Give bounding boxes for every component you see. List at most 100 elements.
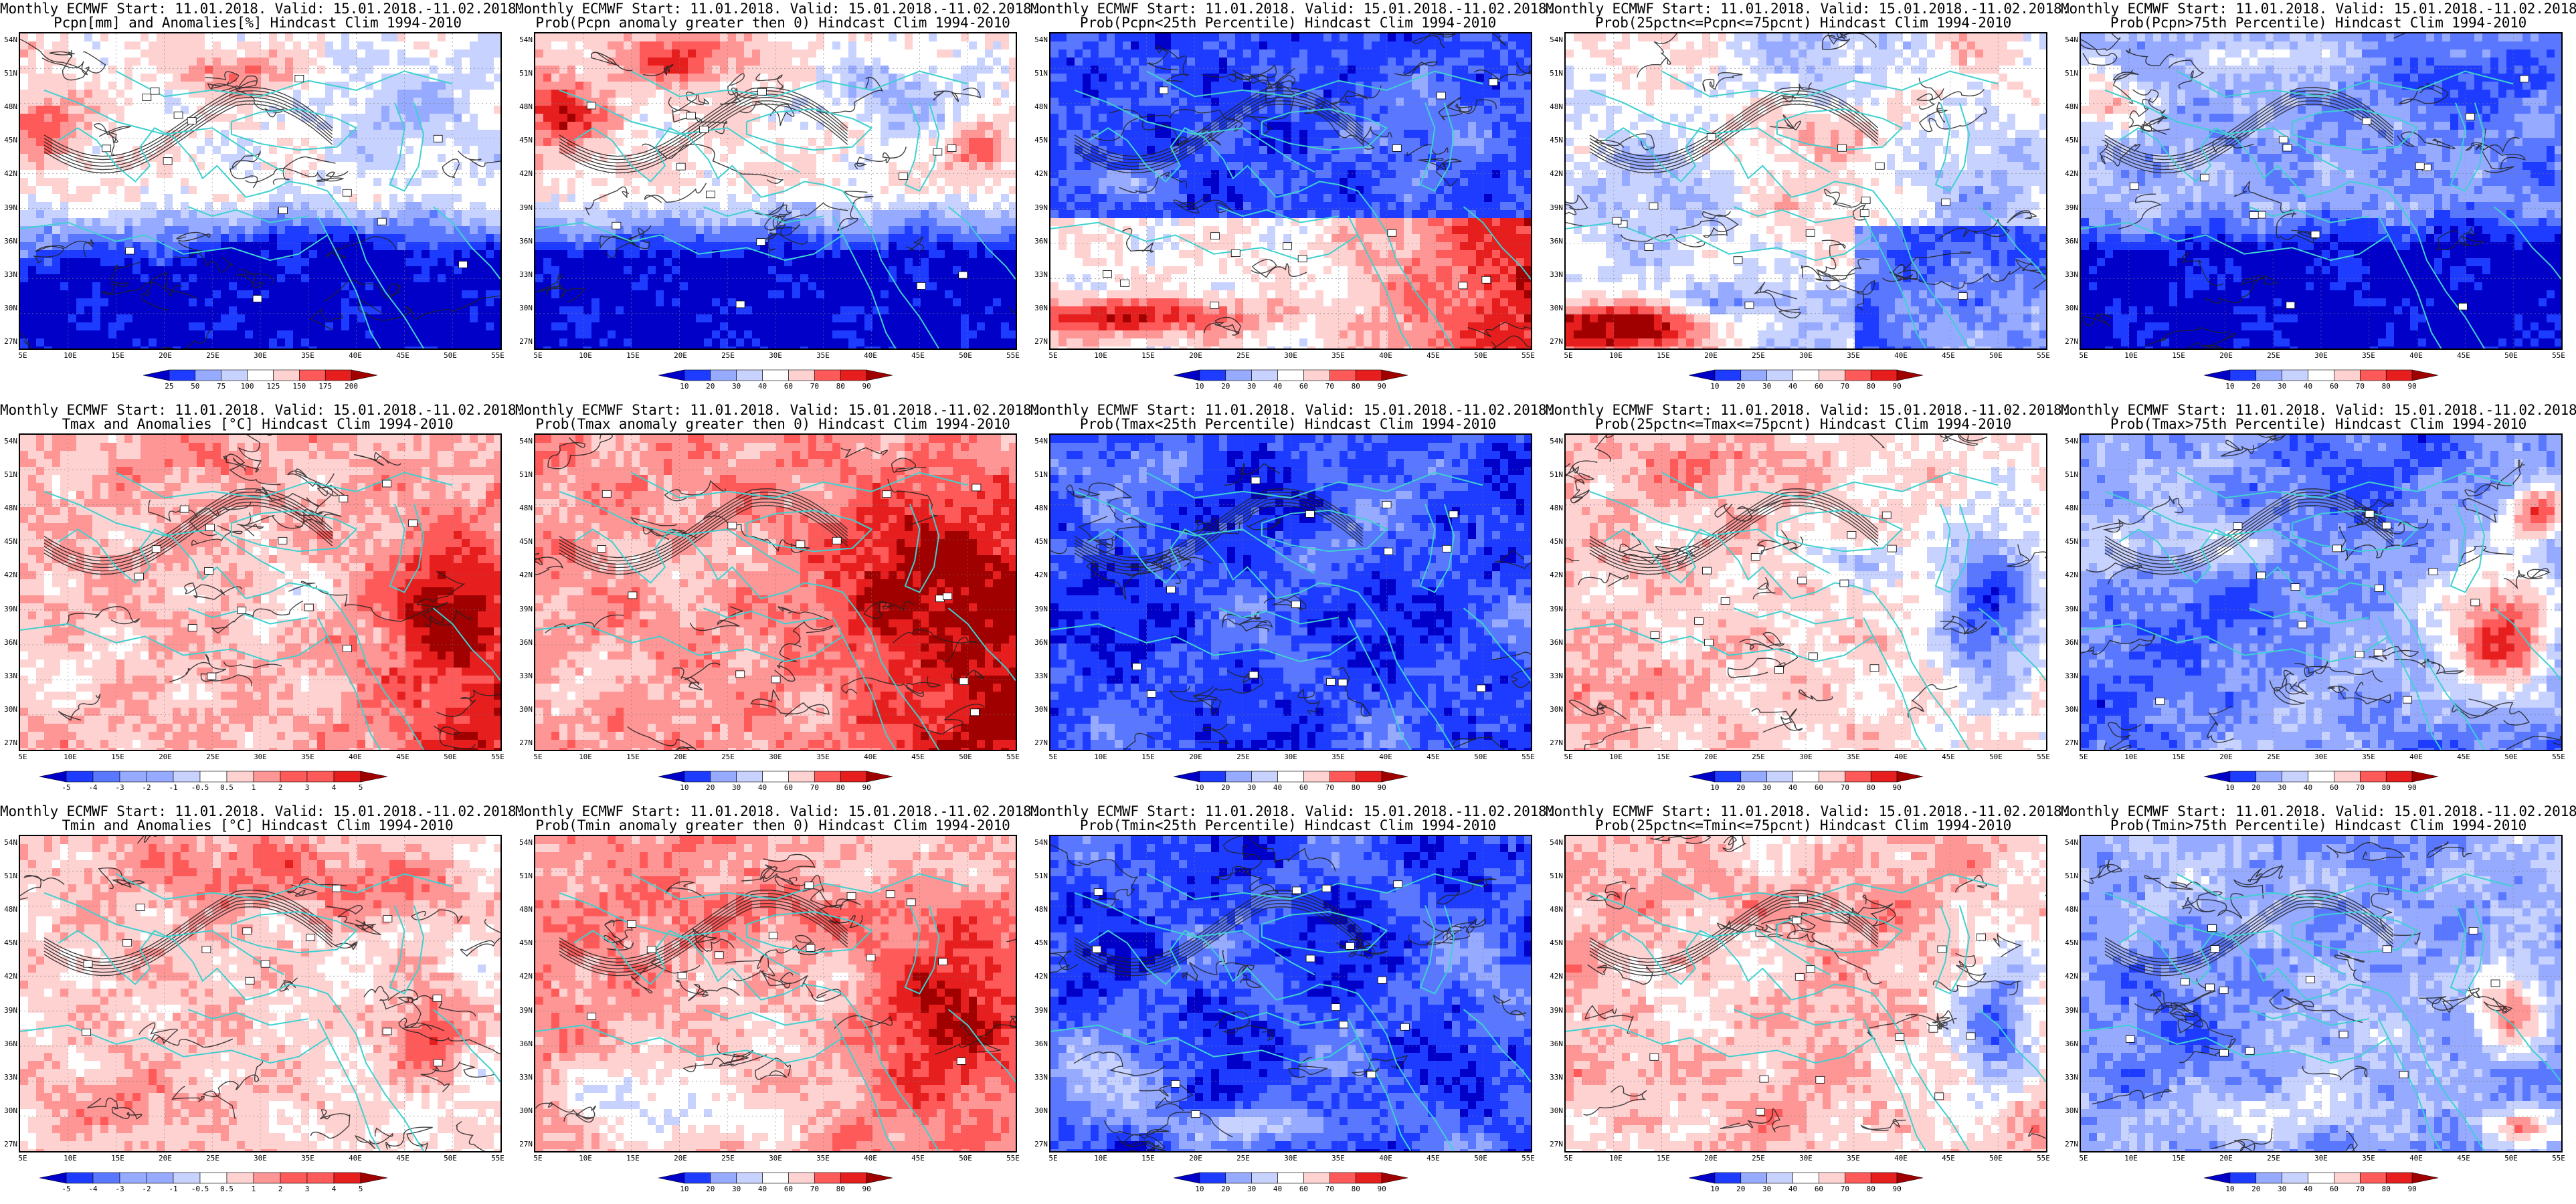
longitude-label: 40E — [864, 1155, 877, 1163]
map-panel-r3c3: Monthly ECMWF Start: 11.01.2018. Valid: … — [1030, 803, 1555, 1204]
latitude-label: 33N — [1546, 672, 1563, 680]
colorbar-tick-label: 30 — [1247, 784, 1256, 792]
map-field-plot — [1566, 33, 2046, 348]
latitude-label: 30N — [0, 304, 17, 312]
latitude-label: 48N — [1546, 906, 1563, 914]
latitude-label: 45N — [2061, 136, 2078, 144]
map-panel-r1c5: Monthly ECMWF Start: 11.01.2018. Valid: … — [2061, 0, 2576, 401]
map-plot-area — [1049, 433, 1532, 751]
colorbar-tick-label: 60 — [1815, 784, 1823, 792]
colorbar-tick-label: 40 — [1788, 1185, 1797, 1193]
colorbar-tick-label: 10 — [1710, 383, 1719, 391]
map-field-plot — [1050, 33, 1531, 348]
latitude-label: 42N — [0, 170, 17, 178]
latitude-label: 36N — [0, 638, 17, 647]
latitude-label: 54N — [515, 36, 533, 44]
latitude-label: 42N — [0, 973, 17, 981]
panel-title-model-line: Monthly ECMWF Start: 11.01.2018. Valid: … — [1030, 804, 1555, 819]
longitude-label: 55E — [2552, 352, 2565, 360]
colorbar-tick-label: 30 — [1247, 383, 1256, 391]
colorbar-tick-label: 90 — [1892, 383, 1901, 391]
colorbar-tick-label: -0.5 — [191, 784, 209, 792]
colorbar-tick-label: 30 — [1247, 1185, 1256, 1193]
longitude-label: 10E — [1094, 1155, 1107, 1163]
longitude-label: 15E — [1141, 1155, 1155, 1163]
longitude-label: 40E — [349, 753, 362, 761]
latitude-label: 45N — [1546, 538, 1563, 546]
longitude-label: 50E — [1474, 352, 1487, 360]
latitude-label: 54N — [2061, 36, 2078, 44]
longitude-label: 35E — [2362, 753, 2375, 761]
longitude-label: 5E — [533, 753, 542, 761]
longitude-label: 10E — [579, 753, 592, 761]
longitude-label: 10E — [64, 352, 77, 360]
longitude-label: 35E — [1331, 753, 1345, 761]
map-plot-area — [1564, 32, 2047, 350]
colorbar-tick-label: 10 — [2225, 1185, 2234, 1193]
panel-title-model-line: Monthly ECMWF Start: 11.01.2018. Valid: … — [1546, 804, 2070, 819]
latitude-label: 36N — [515, 1039, 533, 1048]
panel-title-model-line: Monthly ECMWF Start: 11.01.2018. Valid: … — [515, 403, 1040, 417]
longitude-label: 40E — [1894, 753, 1908, 761]
longitude-label: 45E — [1427, 352, 1440, 360]
map-panel-r3c2: Monthly ECMWF Start: 11.01.2018. Valid: … — [515, 803, 1040, 1204]
longitude-label: 5E — [533, 352, 542, 360]
longitude-label: 50E — [444, 753, 457, 761]
map-panel-r2c1: Monthly ECMWF Start: 11.01.2018. Valid: … — [0, 401, 525, 803]
colorbar-tick-label: 10 — [680, 784, 688, 792]
colorbar-tick-label: 60 — [784, 784, 793, 792]
latitude-label: 39N — [0, 203, 17, 212]
longitude-label: 40E — [1894, 1155, 1908, 1163]
longitude-label: 5E — [2079, 1155, 2088, 1163]
colorbar — [1688, 771, 1924, 783]
longitude-label: 35E — [301, 352, 314, 360]
latitude-label: 30N — [515, 705, 533, 714]
latitude-label: 42N — [1546, 170, 1563, 178]
map-panel-r3c1: Monthly ECMWF Start: 11.01.2018. Valid: … — [0, 803, 525, 1204]
latitude-label: 39N — [1546, 605, 1563, 613]
longitude-label: 35E — [1847, 1155, 1860, 1163]
latitude-label: 36N — [515, 237, 533, 245]
latitude-label: 51N — [1546, 70, 1563, 78]
panel-title: Prob(Pcpn<25th Percentile) Hindcast Clim… — [1030, 15, 1546, 30]
longitude-label: 50E — [444, 1155, 457, 1163]
colorbar-tick-label: 70 — [2356, 383, 2365, 391]
colorbar-tick-label: 1 — [252, 1185, 256, 1193]
longitude-label: 50E — [959, 753, 972, 761]
longitude-label: 10E — [1609, 753, 1623, 761]
latitude-label: 54N — [0, 36, 17, 44]
latitude-label: 39N — [1030, 203, 1048, 212]
latitude-label: 42N — [515, 973, 533, 981]
longitude-label: 45E — [2457, 1155, 2470, 1163]
latitude-label: 48N — [0, 906, 17, 914]
map-plot-area — [534, 433, 1017, 751]
latitude-label: 33N — [1030, 270, 1048, 279]
longitude-label: 55E — [1522, 352, 1535, 360]
colorbar-tick-label: 100 — [241, 383, 254, 391]
colorbar-tick-label: 0.5 — [220, 1185, 234, 1193]
longitude-label: 10E — [2124, 352, 2138, 360]
latitude-label: 36N — [1030, 1039, 1048, 1048]
panel-title-model-line: Monthly ECMWF Start: 11.01.2018. Valid: … — [0, 1, 525, 16]
colorbar-tick-label: 40 — [758, 1185, 767, 1193]
longitude-label: 25E — [1236, 1155, 1250, 1163]
latitude-label: 30N — [1546, 304, 1563, 312]
longitude-label: 45E — [1427, 753, 1440, 761]
map-plot-area — [2080, 433, 2563, 751]
latitude-label: 42N — [2061, 571, 2078, 579]
longitude-label: 15E — [1657, 352, 1670, 360]
latitude-label: 27N — [0, 338, 17, 346]
longitude-label: 40E — [864, 753, 877, 761]
colorbar-tick-label: 125 — [267, 383, 280, 391]
longitude-label: 40E — [1894, 352, 1908, 360]
colorbar-tick-label: -1 — [169, 784, 177, 792]
latitude-label: 27N — [1030, 1140, 1048, 1148]
latitude-label: 27N — [1546, 338, 1563, 346]
colorbar-tick-label: 20 — [1736, 383, 1745, 391]
longitude-label: 20E — [2219, 1155, 2233, 1163]
longitude-label: 10E — [1094, 352, 1107, 360]
longitude-label: 15E — [2172, 352, 2185, 360]
map-plot-area — [19, 32, 502, 350]
latitude-label: 51N — [0, 872, 17, 880]
colorbar-tick-label: 30 — [732, 1185, 741, 1193]
